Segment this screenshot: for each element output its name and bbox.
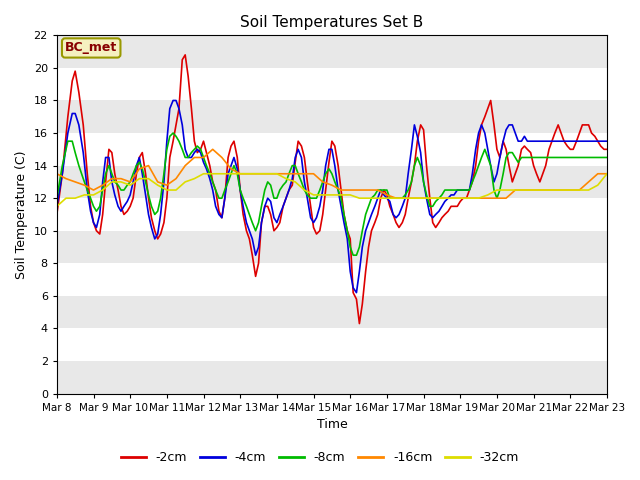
Bar (57, 328, 607, 361)
Bar (57, 166, 607, 198)
Bar (57, 264, 607, 296)
Bar (57, 361, 607, 394)
Y-axis label: Soil Temperature (C): Soil Temperature (C) (15, 150, 28, 279)
Legend: -2cm, -4cm, -8cm, -16cm, -32cm: -2cm, -4cm, -8cm, -16cm, -32cm (116, 446, 524, 469)
Bar (57, 133, 607, 166)
Bar (57, 68, 607, 100)
Bar (57, 231, 607, 264)
Bar (57, 100, 607, 133)
Bar (57, 198, 607, 231)
Bar (57, 36, 607, 68)
Bar (57, 296, 607, 328)
X-axis label: Time: Time (317, 418, 348, 431)
Text: BC_met: BC_met (65, 41, 117, 54)
Title: Soil Temperatures Set B: Soil Temperatures Set B (240, 15, 424, 30)
